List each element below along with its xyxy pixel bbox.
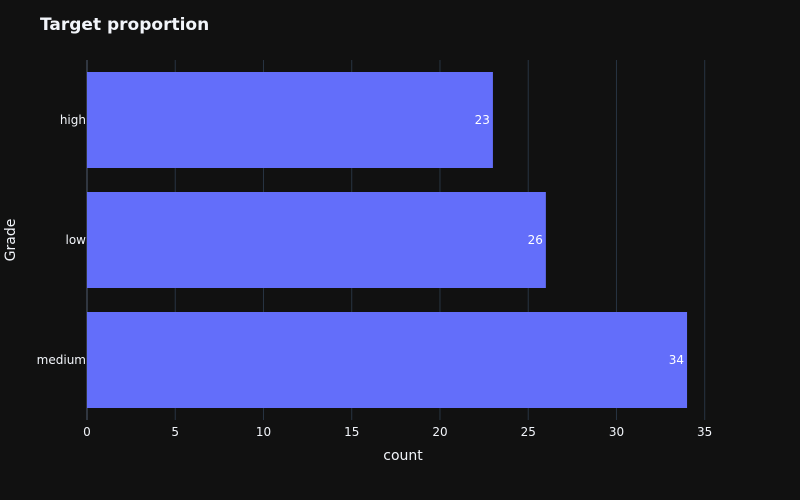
y-tick-labels: high low medium	[37, 113, 87, 367]
x-tick-label: 35	[697, 425, 712, 439]
x-tick-label: 15	[344, 425, 359, 439]
y-tick-label: low	[66, 233, 87, 247]
x-tick-label: 20	[432, 425, 447, 439]
data-label-low: 26	[528, 233, 543, 247]
bar-low[interactable]	[87, 192, 546, 288]
bar-high[interactable]	[87, 72, 493, 168]
bar-medium[interactable]	[87, 312, 688, 408]
data-label-high: 23	[475, 113, 490, 127]
bars: 23 26 34	[87, 72, 688, 408]
y-tick-label: medium	[37, 353, 86, 367]
chart-title: Target proportion	[40, 15, 209, 35]
x-tick-label: 0	[83, 425, 91, 439]
x-tick-labels: 0 5 10 15 20 25 30 35	[83, 425, 712, 439]
x-tick-label: 5	[171, 425, 179, 439]
x-tick-label: 30	[609, 425, 624, 439]
y-axis-label: Grade	[3, 219, 19, 262]
x-tick-label: 25	[521, 425, 536, 439]
data-label-medium: 34	[669, 353, 684, 367]
x-axis-label: count	[383, 448, 423, 464]
x-tick-label: 10	[256, 425, 271, 439]
y-tick-label: high	[60, 113, 86, 127]
